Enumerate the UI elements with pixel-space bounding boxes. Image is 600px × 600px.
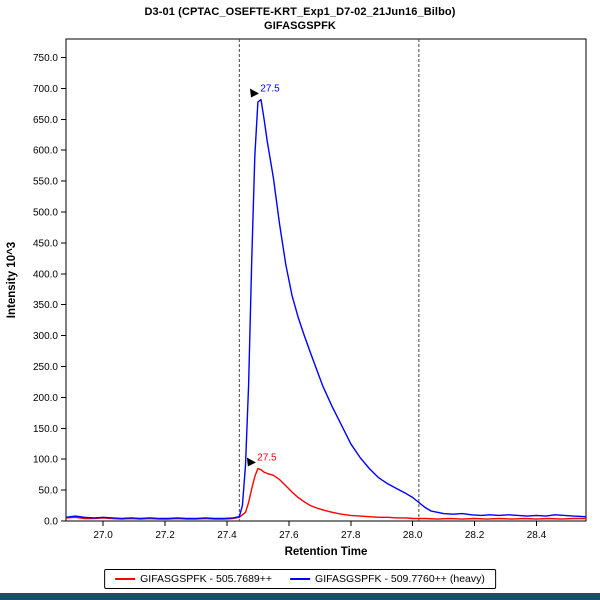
x-tick-label: 28.2 bbox=[465, 530, 485, 541]
legend: GIFASGSPFK - 505.7689++ GIFASGSPFK - 509… bbox=[104, 569, 496, 589]
series-group bbox=[65, 98, 587, 520]
peak-rt-label: 27.5 bbox=[260, 84, 280, 95]
integration-boundaries[interactable] bbox=[238, 39, 420, 521]
y-tick-label: 250.0 bbox=[33, 362, 58, 373]
peak-arrow-icon bbox=[250, 88, 259, 98]
window-footer bbox=[0, 593, 600, 600]
y-tick-label: 400.0 bbox=[33, 269, 58, 280]
y-tick-label: 150.0 bbox=[33, 424, 58, 435]
y-tick-label: 300.0 bbox=[33, 331, 58, 342]
chart-subtitle: GIFASGSPFK bbox=[264, 20, 336, 32]
x-axis-label: Retention Time bbox=[285, 546, 368, 558]
x-tick-label: 28.4 bbox=[527, 530, 547, 541]
peak-rt-label: 27.5 bbox=[257, 452, 277, 463]
legend-swatch-heavy bbox=[290, 578, 311, 580]
y-tick-label: 500.0 bbox=[33, 208, 58, 219]
plot-frame bbox=[65, 38, 587, 522]
y-tick-label: 750.0 bbox=[33, 53, 58, 64]
y-tick-label: 550.0 bbox=[33, 177, 58, 188]
peak-annotations: 27.5 27.5 bbox=[246, 84, 280, 467]
chromatogram-chart[interactable]: 0.0 50.0 100.0 150.0 200.0 250.0 300.0 350.0 400… bbox=[0, 33, 600, 567]
y-tick-label: 200.0 bbox=[33, 393, 58, 404]
chart-title-block: D3-01 (CPTAC_OSEFTE-KRT_Exp1_D7-02_21Jun… bbox=[0, 0, 600, 33]
x-tick-label: 27.0 bbox=[93, 530, 113, 541]
y-tick-label: 700.0 bbox=[33, 84, 58, 95]
legend-item-heavy: GIFASGSPFK - 509.7760++ (heavy) bbox=[290, 573, 485, 585]
legend-label-heavy: GIFASGSPFK - 509.7760++ (heavy) bbox=[315, 573, 485, 585]
chromatogram-trace-light bbox=[65, 467, 586, 520]
y-tick-label: 100.0 bbox=[33, 455, 58, 466]
x-tick-label: 27.2 bbox=[155, 530, 175, 541]
x-axis: 27.0 27.2 27.4 27.6 27.8 28.0 28.2 28.4 bbox=[93, 521, 547, 541]
y-tick-label: 600.0 bbox=[33, 146, 58, 157]
legend-label-light: GIFASGSPFK - 505.7689++ bbox=[140, 573, 273, 585]
y-axis-label: Intensity 10^3 bbox=[6, 242, 18, 318]
y-tick-label: 450.0 bbox=[33, 238, 58, 249]
legend-swatch-light bbox=[115, 578, 136, 580]
y-tick-label: 50.0 bbox=[39, 486, 59, 497]
y-tick-label: 650.0 bbox=[33, 115, 58, 126]
y-tick-label: 350.0 bbox=[33, 300, 58, 311]
y-tick-label: 0.0 bbox=[44, 517, 58, 528]
x-tick-label: 27.4 bbox=[217, 530, 237, 541]
y-axis: 0.0 50.0 100.0 150.0 200.0 250.0 300.0 350.0 400… bbox=[33, 53, 66, 528]
x-tick-label: 27.6 bbox=[279, 530, 299, 541]
chromatogram-trace-heavy bbox=[65, 98, 587, 520]
x-tick-label: 27.8 bbox=[341, 530, 361, 541]
x-tick-label: 28.0 bbox=[403, 530, 423, 541]
chart-title: D3-01 (CPTAC_OSEFTE-KRT_Exp1_D7-02_21Jun… bbox=[144, 6, 456, 18]
peak-arrow-icon bbox=[246, 457, 256, 467]
legend-item-light: GIFASGSPFK - 505.7689++ bbox=[115, 573, 272, 585]
